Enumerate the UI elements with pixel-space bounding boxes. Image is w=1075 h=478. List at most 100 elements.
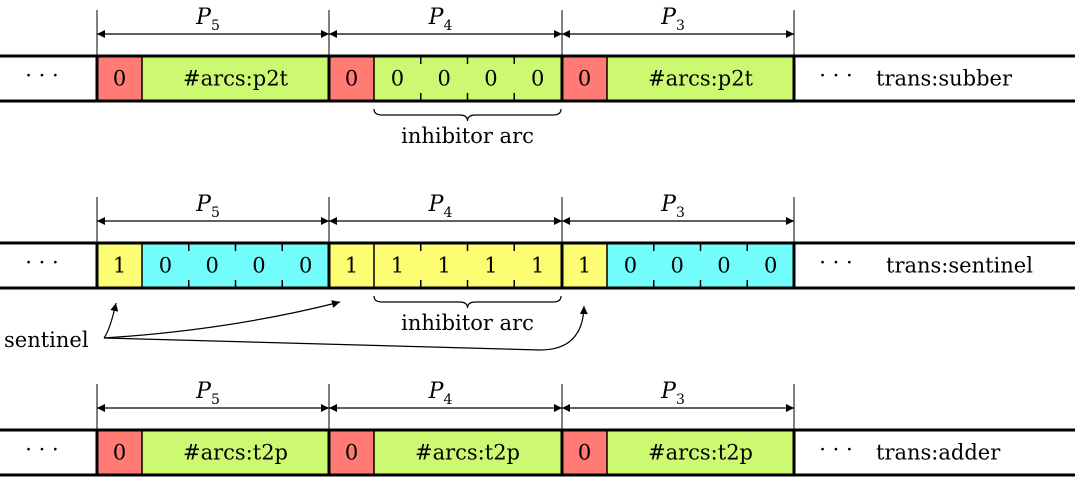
tape-segment: 1 1 1 1 1	[327, 243, 561, 288]
bit-value: 0	[531, 67, 544, 91]
head-value: 0	[113, 441, 126, 465]
place-letter: P	[195, 5, 212, 30]
place-label: P5	[195, 192, 220, 221]
body-label: #arcs:t2p	[415, 441, 520, 465]
tape-row: 1 0 0 0 0 1 1 1 1 1 1 0 0 0 0 · · · · · · trans:sentinel P…	[0, 192, 1075, 352]
body-label: #arcs:t2p	[183, 441, 288, 465]
place-letter: P	[195, 192, 212, 217]
head-cell	[329, 243, 374, 288]
head-cell	[329, 56, 374, 101]
head-value: 0	[113, 67, 126, 91]
bit-value: 0	[764, 254, 777, 278]
tape-segment: 0 #arcs:t2p	[95, 430, 329, 475]
place-label: P4	[428, 5, 453, 34]
place-label: P4	[428, 379, 453, 408]
body-label: #arcs:p2t	[648, 67, 754, 91]
left-ellipsis: · · ·	[25, 438, 58, 462]
place-letter: P	[195, 379, 212, 404]
place-letter: P	[660, 192, 677, 217]
body-label: #arcs:t2p	[648, 441, 753, 465]
bit-value: 1	[437, 254, 450, 278]
bit-value: 0	[670, 254, 683, 278]
head-cell	[97, 430, 142, 475]
bit-value: 1	[531, 254, 544, 278]
place-index: 5	[211, 18, 220, 34]
place-index: 3	[676, 205, 685, 221]
bit-value: 0	[299, 254, 312, 278]
brace-label: inhibitor arc	[401, 124, 534, 148]
head-cell	[329, 430, 374, 475]
head-cell	[97, 56, 142, 101]
bit-value: 0	[205, 254, 218, 278]
head-value: 0	[578, 67, 591, 91]
brace	[373, 108, 562, 122]
head-value: 0	[345, 441, 358, 465]
right-ellipsis: · · ·	[819, 438, 852, 462]
tape-segment: 1 0 0 0 0	[95, 243, 329, 288]
bit-value: 0	[717, 254, 730, 278]
head-value: 1	[113, 254, 126, 278]
body-cell	[142, 430, 329, 475]
tape-segment: 0 #arcs:p2t	[560, 56, 794, 101]
sentinel-arrow	[103, 302, 119, 339]
bit-value: 0	[391, 67, 404, 91]
head-value: 0	[345, 67, 358, 91]
transition-label: trans:subber	[876, 67, 1013, 91]
bit-value: 0	[437, 67, 450, 91]
place-letter: P	[660, 5, 677, 30]
right-ellipsis: · · ·	[819, 251, 852, 275]
place-index: 4	[443, 205, 452, 221]
place-label: P3	[660, 5, 685, 34]
bit-value: 1	[484, 254, 497, 278]
place-label: P3	[660, 192, 685, 221]
tape-segment: 0 #arcs:t2p	[560, 430, 794, 475]
right-ellipsis: · · ·	[819, 64, 852, 88]
tape-segment: 1 0 0 0 0	[560, 243, 794, 288]
head-value: 1	[578, 254, 591, 278]
place-index: 3	[676, 392, 685, 408]
head-cell	[562, 56, 607, 101]
body-label: #arcs:p2t	[183, 67, 289, 91]
body-cell	[142, 56, 329, 101]
tape-segment: 0 0 0 0 0	[327, 56, 561, 101]
head-cell	[562, 430, 607, 475]
place-index: 4	[443, 392, 452, 408]
place-letter: P	[660, 379, 677, 404]
transition-label: trans:sentinel	[886, 254, 1033, 278]
place-index: 3	[676, 18, 685, 34]
tape-row: 0 #arcs:p2t 0 0 0 0 0 0 #arcs:p2t · · · · · · trans…	[0, 5, 1075, 148]
tape-segment: 0 #arcs:t2p	[327, 430, 561, 475]
transition-label: trans:adder	[876, 441, 1001, 465]
head-value: 1	[345, 254, 358, 278]
sentinel-arrow	[103, 305, 588, 351]
place-label: P3	[660, 379, 685, 408]
sentinel-label: sentinel	[4, 328, 89, 352]
bit-value: 0	[624, 254, 637, 278]
place-index: 4	[443, 18, 452, 34]
left-ellipsis: · · ·	[25, 64, 58, 88]
tape-segment: 0 #arcs:p2t	[95, 56, 329, 101]
body-cell	[607, 430, 794, 475]
place-letter: P	[428, 5, 445, 30]
bit-value: 1	[391, 254, 404, 278]
bit-value: 0	[252, 254, 265, 278]
head-cell	[97, 243, 142, 288]
head-value: 0	[578, 441, 591, 465]
head-cell	[562, 243, 607, 288]
place-index: 5	[211, 205, 220, 221]
place-label: P5	[195, 379, 220, 408]
place-index: 5	[211, 392, 220, 408]
bit-value: 0	[159, 254, 172, 278]
brace	[373, 295, 562, 309]
bit-value: 0	[484, 67, 497, 91]
place-label: P5	[195, 5, 220, 34]
place-letter: P	[428, 192, 445, 217]
place-label: P4	[428, 192, 453, 221]
body-cell	[374, 430, 561, 475]
place-letter: P	[428, 379, 445, 404]
brace-label: inhibitor arc	[401, 311, 534, 335]
tape-row: 0 #arcs:t2p 0 #arcs:t2p 0 #arcs:t2p · · · · · ·…	[0, 379, 1075, 477]
body-cell	[607, 56, 794, 101]
sentinel-arrow	[103, 300, 341, 339]
